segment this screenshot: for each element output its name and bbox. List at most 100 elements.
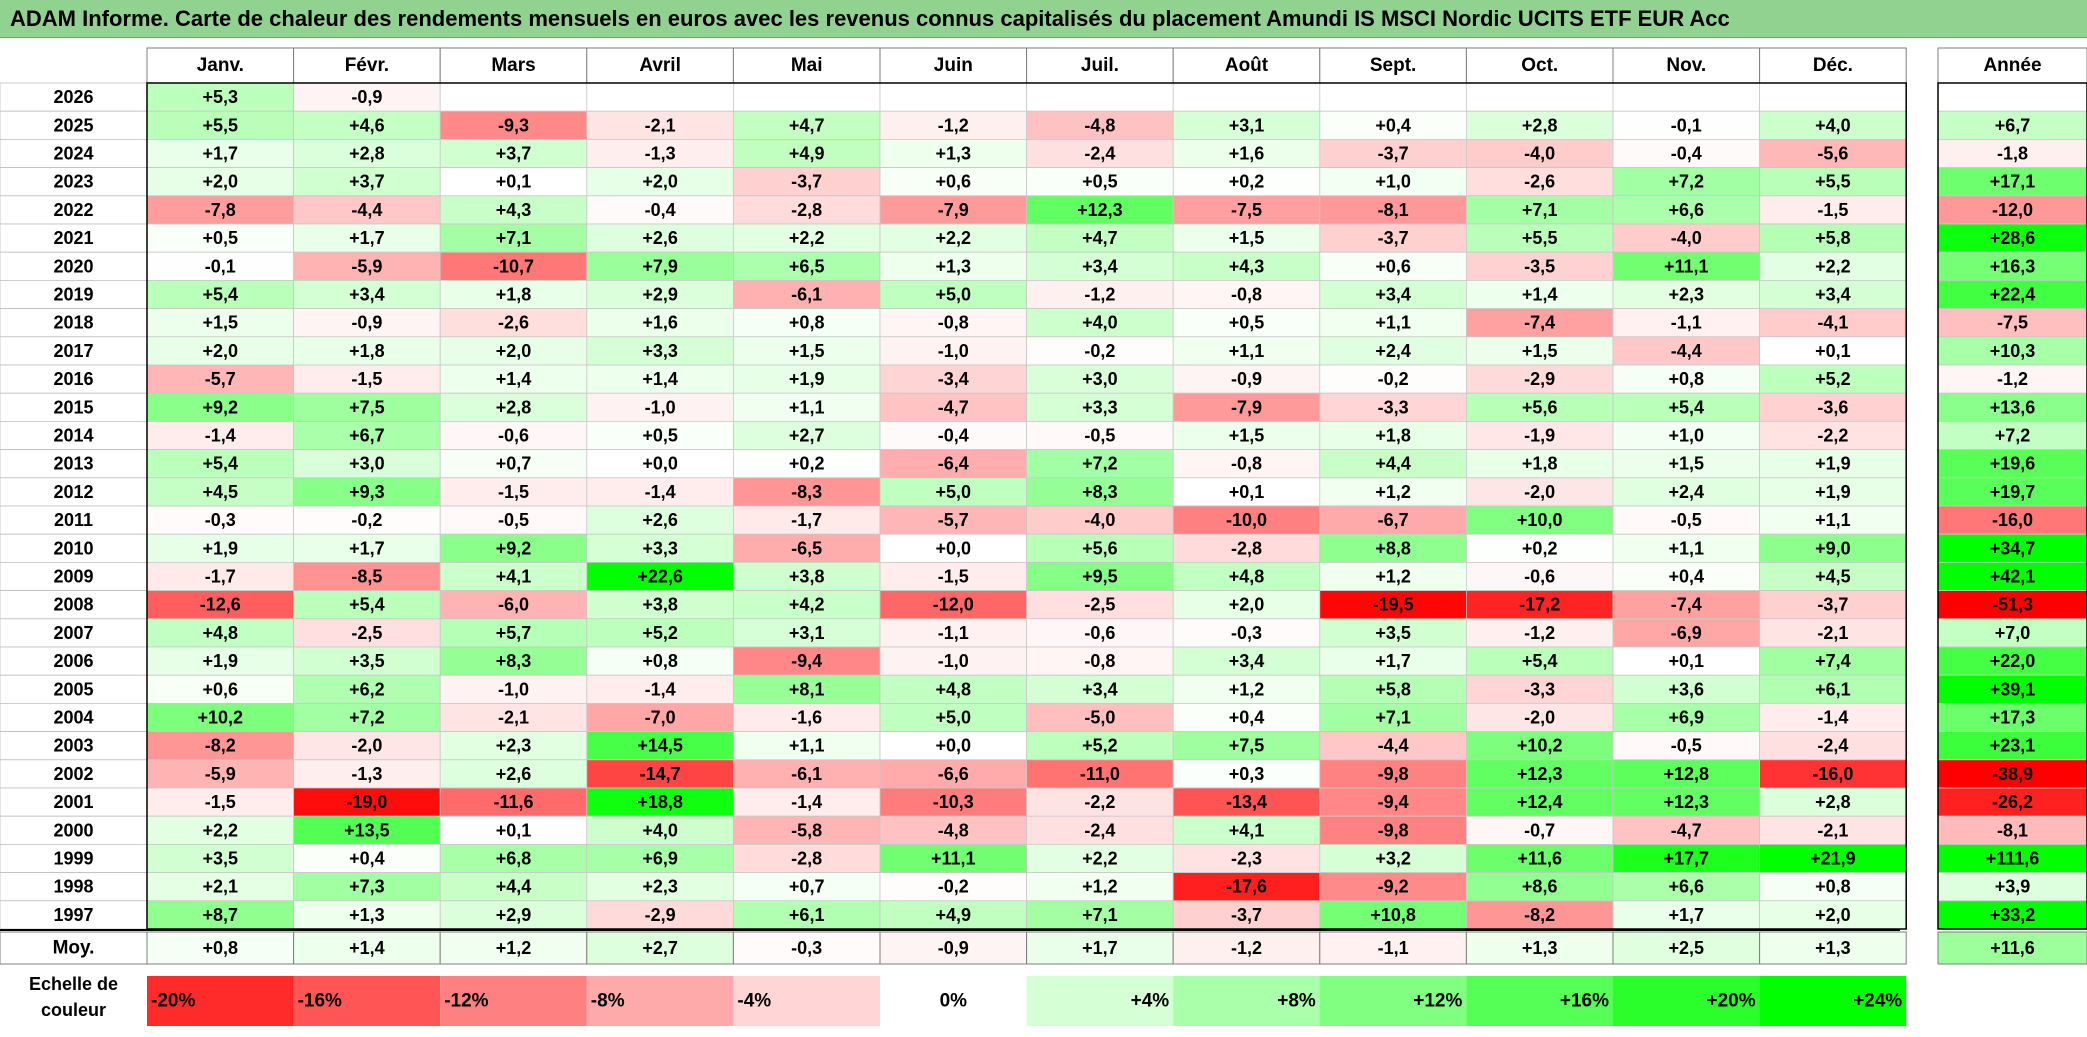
heatmap-value: -0,8 (1231, 454, 1262, 474)
heatmap-value: -7,4 (1671, 595, 1702, 615)
heatmap-value: +0,2 (1522, 538, 1558, 558)
heatmap-value: -1,6 (791, 708, 822, 728)
heatmap-cell (1172, 731, 1321, 761)
annual-cell (1937, 223, 2087, 253)
heatmap-value: -1,7 (205, 567, 236, 587)
heatmap-value: +14,5 (637, 736, 683, 756)
year-label: 2016 (53, 369, 93, 389)
heatmap-cell (1759, 872, 1907, 902)
heatmap-cell (293, 872, 441, 902)
heatmap-value: +1,3 (349, 905, 385, 925)
heatmap-cell (586, 674, 734, 704)
heatmap-cell (1319, 872, 1467, 902)
heatmap-cell (733, 223, 881, 253)
average-value: +0,8 (203, 938, 239, 958)
heatmap-value: +1,5 (1669, 454, 1705, 474)
heatmap-cell (146, 900, 295, 930)
heatmap-value: +4,3 (496, 200, 532, 220)
heatmap-cell (146, 703, 295, 733)
heatmap-cell (733, 787, 881, 817)
annual-value: -38,9 (1992, 764, 2033, 784)
heatmap-cell (293, 138, 441, 168)
heatmap-value: -9,4 (1378, 792, 1409, 812)
heatmap-value: +1,7 (203, 144, 239, 164)
scale-value: -4% (737, 991, 771, 1012)
heatmap-cell (1759, 815, 1907, 845)
month-header: Juin (934, 55, 973, 76)
heatmap-value: +0,6 (936, 172, 972, 192)
month-header: Avril (639, 55, 681, 76)
heatmap-cell (1172, 646, 1321, 676)
year-label: 2021 (53, 228, 93, 248)
heatmap-cell (1172, 138, 1321, 168)
heatmap-value: -6,9 (1671, 623, 1702, 643)
scale-value: 0% (940, 991, 968, 1012)
heatmap-cell (439, 759, 588, 789)
heatmap-cell (1026, 449, 1174, 479)
heatmap-cell (1759, 646, 1907, 676)
average-cell (586, 931, 734, 965)
heatmap-cell (439, 844, 588, 874)
heatmap-cell (1172, 505, 1321, 535)
heatmap-value: -0,5 (498, 510, 529, 530)
heatmap-value: -3,7 (791, 172, 822, 192)
year-label: 2005 (53, 679, 93, 699)
heatmap-value: +3,7 (349, 172, 385, 192)
heatmap-cell (146, 505, 295, 535)
heatmap-cell (1026, 82, 1174, 112)
heatmap-cell (1466, 618, 1614, 648)
year-label: 2025 (53, 115, 93, 135)
heatmap-value: -0,3 (205, 510, 236, 530)
heatmap-value: +7,1 (496, 228, 532, 248)
heatmap-cell (293, 449, 441, 479)
year-cell (0, 731, 148, 761)
heatmap-value: +3,8 (642, 595, 678, 615)
heatmap-value: -1,4 (791, 792, 822, 812)
average-label-cell (0, 931, 148, 965)
heatmap-cell (1466, 223, 1614, 253)
heatmap-value: -0,8 (1084, 651, 1115, 671)
annual-cell (1937, 110, 2087, 140)
heatmap-cell (733, 82, 881, 112)
heatmap-value: +2,3 (642, 877, 678, 897)
heatmap-value: +5,8 (1375, 679, 1411, 699)
year-cell (0, 844, 148, 874)
heatmap-cell (879, 900, 1028, 930)
heatmap-cell (1172, 900, 1321, 930)
heatmap-value: +1,9 (789, 369, 825, 389)
heatmap-cell (586, 759, 734, 789)
heatmap-value: +1,4 (1522, 285, 1558, 305)
heatmap-value: -8,3 (791, 482, 822, 502)
heatmap-cell (586, 731, 734, 761)
heatmap-cell (1172, 364, 1321, 394)
heatmap-cell (439, 82, 588, 112)
heatmap-value: -19,0 (346, 792, 387, 812)
heatmap-value: -5,0 (1084, 708, 1115, 728)
heatmap-value: -1,0 (938, 651, 969, 671)
heatmap-cell (1759, 731, 1907, 761)
heatmap-cell (1612, 392, 1761, 422)
heatmap-value: +1,6 (642, 313, 678, 333)
annual-value: -12,0 (1992, 200, 2033, 220)
heatmap-value: +5,4 (1669, 397, 1705, 417)
year-cell (0, 477, 148, 507)
heatmap-value: +11,1 (1664, 256, 1709, 276)
annual-value: -26,2 (1992, 792, 2033, 812)
year-cell (0, 420, 148, 450)
heatmap-value: -0,9 (1231, 369, 1262, 389)
scale-value: -12% (444, 991, 488, 1012)
heatmap-cell (1026, 364, 1174, 394)
heatmap-value: +2,0 (496, 341, 532, 361)
scale-swatch (586, 976, 734, 1026)
heatmap-value: +3,3 (642, 341, 678, 361)
heatmap-cell (1759, 82, 1907, 112)
heatmap-value: +2,2 (203, 820, 239, 840)
heatmap-value: +7,1 (1522, 200, 1558, 220)
heatmap-value: +2,2 (1082, 849, 1118, 869)
year-label: 2001 (53, 792, 93, 812)
annual-value: -1,2 (1997, 369, 2028, 389)
heatmap-value: -2,8 (791, 849, 822, 869)
heatmap-value: -5,6 (1817, 144, 1848, 164)
heatmap-value: -4,7 (1671, 820, 1702, 840)
heatmap-cell (293, 505, 441, 535)
